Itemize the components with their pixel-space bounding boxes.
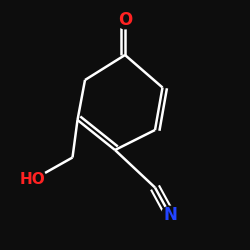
Circle shape [161,206,179,224]
Text: HO: HO [20,172,46,188]
Circle shape [116,11,134,29]
Text: N: N [163,206,177,224]
Circle shape [19,166,46,194]
Text: O: O [118,11,132,29]
